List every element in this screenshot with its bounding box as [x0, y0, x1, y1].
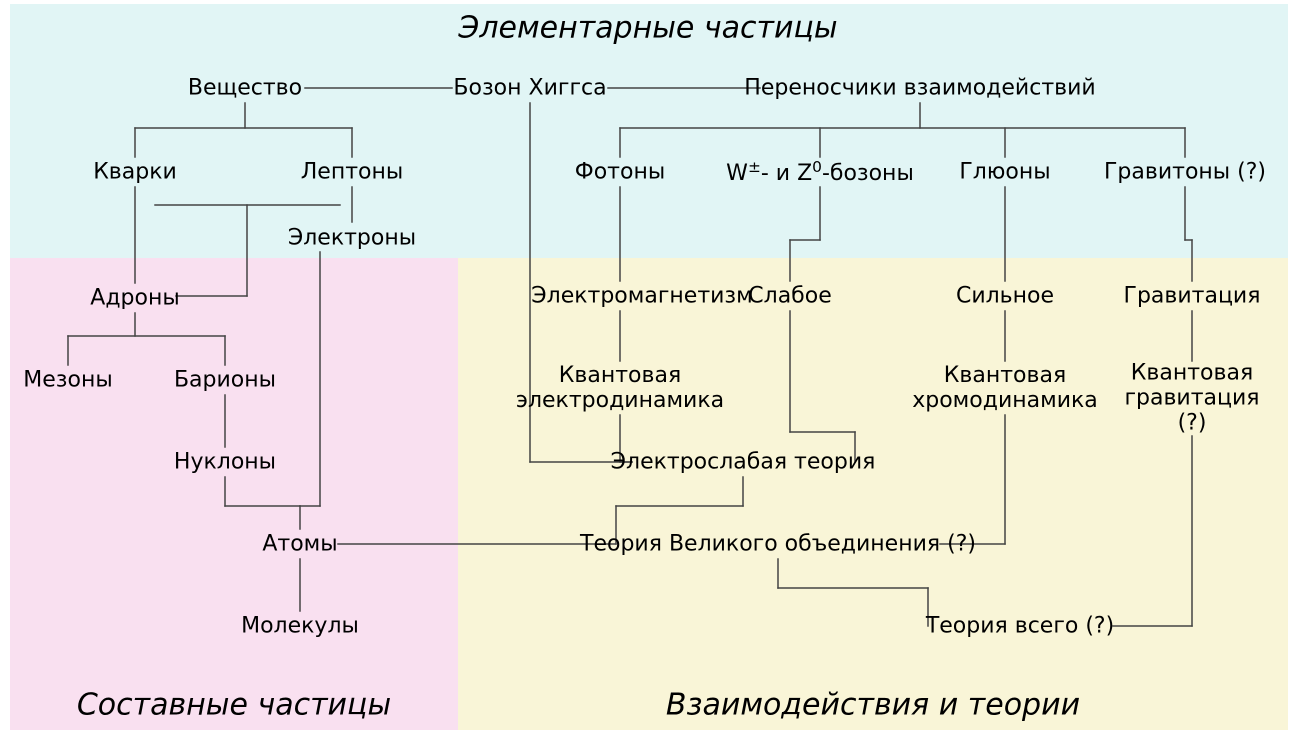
node-em: Электромагнетизм: [531, 284, 752, 309]
node-higgs: Бозон Хиггса: [453, 76, 606, 101]
node-electrons: Электроны: [288, 226, 416, 251]
node-gravity: Гравитация: [1124, 284, 1261, 309]
node-nucleons: Нуклоны: [174, 450, 276, 475]
node-gluons: Глюоны: [959, 160, 1050, 185]
node-qcd: Квантоваяхромодинамика: [912, 363, 1098, 413]
node-title_elem: Элементарные частицы: [458, 11, 837, 46]
node-quarks: Кварки: [93, 160, 177, 185]
node-leptons: Лептоны: [301, 160, 404, 185]
region-composite: [10, 258, 458, 730]
node-baryons: Барионы: [174, 368, 276, 393]
node-qed: Квантоваяэлектродинамика: [516, 363, 724, 413]
node-qgrav: Квантоваягравитация(?): [1124, 361, 1259, 436]
node-gravitons: Гравитоны (?): [1104, 160, 1266, 185]
diagram-stage: Элементарные частицы Составные частицы Вза…: [0, 0, 1295, 743]
node-photons: Фотоны: [575, 160, 665, 185]
node-title_inter: Взаимодействия и теории: [666, 688, 1080, 723]
region-interactions: [458, 258, 1288, 730]
node-toe: Теория всего (?): [926, 614, 1114, 639]
node-gut: Теория Великого объединения (?): [580, 532, 976, 557]
node-matter: Вещество: [188, 76, 302, 101]
node-strong: Сильное: [956, 284, 1054, 309]
node-wzbosons: W±- и Z0-бозоны: [726, 158, 914, 186]
node-atoms: Атомы: [262, 532, 337, 557]
node-mesons: Мезоны: [23, 368, 112, 393]
node-electroweak: Электрослабая теория: [611, 450, 876, 475]
node-hadrons: Адроны: [90, 286, 179, 311]
node-molecules: Молекулы: [241, 614, 359, 639]
node-title_comp: Составные частицы: [77, 688, 391, 723]
node-carriers: Переносчики взаимодействий: [744, 76, 1095, 101]
node-weak: Слабое: [748, 284, 831, 309]
